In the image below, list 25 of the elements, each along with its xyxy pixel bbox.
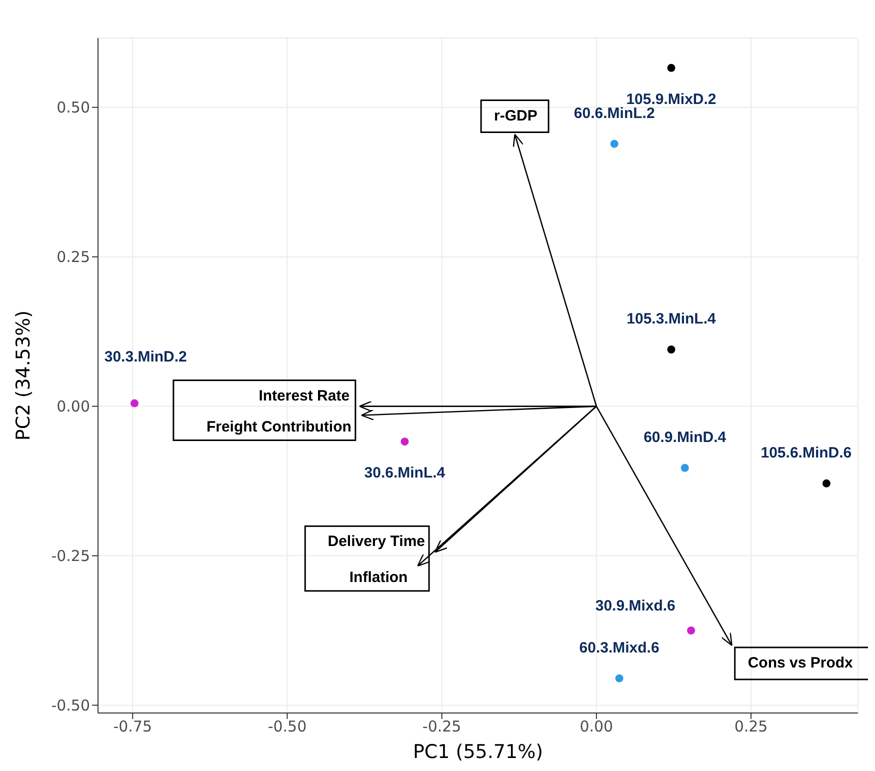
data-label: 105.6.MinD.6: [760, 444, 852, 462]
y-tick-label: 0.25: [56, 248, 90, 266]
data-label: 30.3.MinD.2: [104, 348, 187, 366]
data-label: 60.3.Mixd.6: [579, 639, 660, 656]
x-tick-label: 0.00: [580, 718, 614, 736]
series-label: Cons vs Prodx: [748, 654, 854, 672]
x-tick-label: 0.25: [734, 718, 768, 736]
data-label: 30.6.MinL.4: [364, 464, 446, 482]
series-label: r-GDP: [494, 107, 538, 124]
y-axis-title: PC2 (34.53%): [12, 310, 35, 441]
data-label: 60.9.MinD.4: [644, 428, 727, 446]
x-tick-label: -0.25: [422, 718, 462, 736]
data-label: 30.9.Mixd.6: [595, 597, 676, 614]
y-tick-label: -0.50: [51, 696, 90, 715]
series-label: Delivery Time: [328, 533, 426, 550]
y-tick-label: -0.25: [51, 547, 90, 566]
data-label: 105.3.MinL.4: [626, 310, 717, 328]
x-axis-title: PC1 (55.71%): [412, 741, 544, 763]
y-tick-label: 0.00: [56, 398, 90, 416]
x-tick-label: -0.75: [113, 718, 152, 736]
series-label: Interest Rate: [258, 387, 350, 404]
series-label: Freight Contribution: [206, 418, 352, 436]
series-label: Inflation: [349, 568, 408, 586]
x-tick-label: -0.50: [268, 718, 307, 736]
y-tick-label: 0.50: [56, 98, 90, 117]
